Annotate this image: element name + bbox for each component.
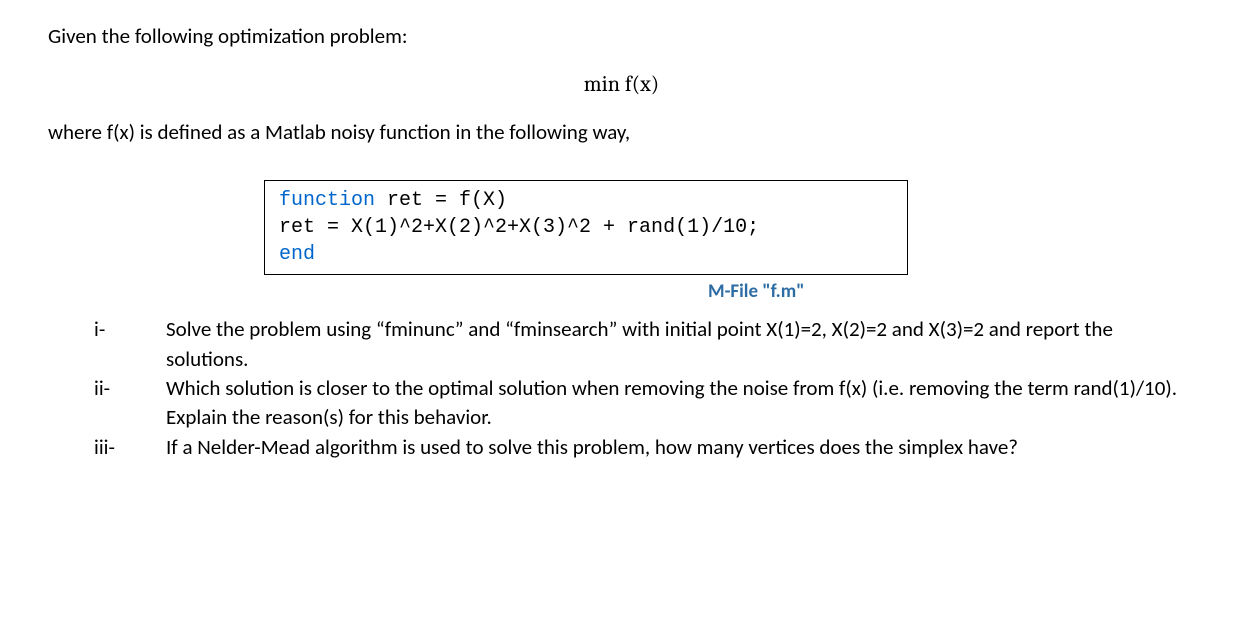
matlab-code-box: function ret = f(X) ret = X(1)^2+X(2)^2+…: [264, 180, 908, 275]
intro-text: Given the following optimization problem…: [48, 22, 1195, 51]
question-item: ii- Which solution is closer to the opti…: [94, 374, 1195, 433]
objective-expression: min f(x): [48, 69, 1195, 100]
question-item: i- Solve the problem using “fminunc” and…: [94, 315, 1195, 374]
keyword-end: end: [279, 243, 315, 266]
question-label: ii-: [94, 374, 166, 403]
question-list: i- Solve the problem using “fminunc” and…: [94, 315, 1195, 462]
question-label: iii-: [94, 433, 166, 462]
code-line2: ret = X(1)^2+X(2)^2+X(3)^2 + rand(1)/10;: [279, 216, 759, 239]
mfile-caption: M-File "f.m": [708, 279, 1195, 306]
where-text: where f(x) is defined as a Matlab noisy …: [48, 118, 1195, 147]
code-container: function ret = f(X) ret = X(1)^2+X(2)^2+…: [264, 180, 1195, 275]
question-text: If a Nelder-Mead algorithm is used to so…: [166, 433, 1195, 462]
question-text: Which solution is closer to the optimal …: [166, 374, 1195, 433]
question-text: Solve the problem using “fminunc” and “f…: [166, 315, 1195, 374]
question-item: iii- If a Nelder-Mead algorithm is used …: [94, 433, 1195, 462]
question-label: i-: [94, 315, 166, 344]
code-line1-rest: ret = f(X): [375, 189, 507, 212]
document-page: Given the following optimization problem…: [0, 0, 1243, 462]
keyword-function: function: [279, 189, 375, 212]
